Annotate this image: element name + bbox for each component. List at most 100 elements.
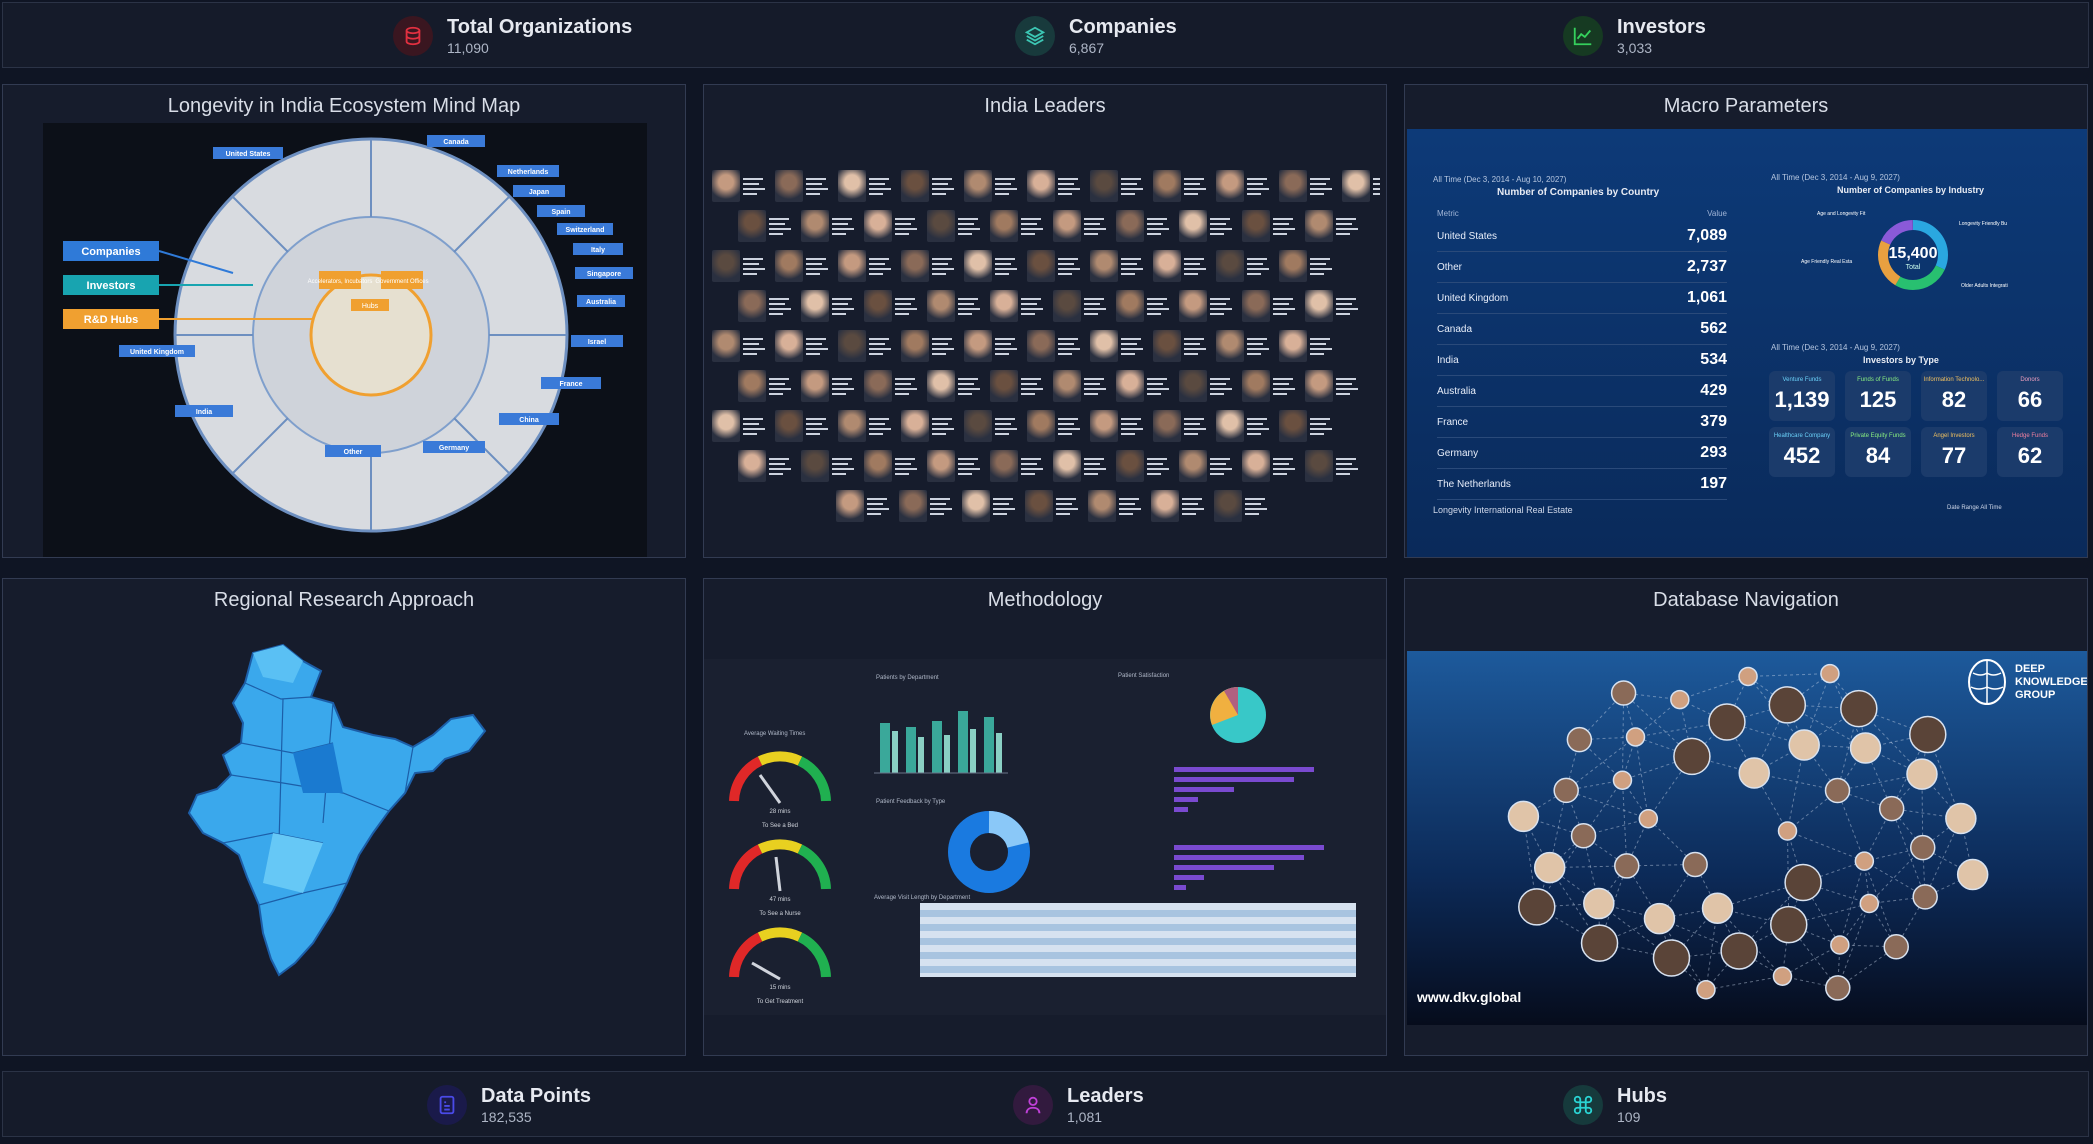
leader-card[interactable] xyxy=(801,369,857,403)
network-person[interactable] xyxy=(1854,851,1875,871)
leader-card[interactable] xyxy=(738,289,794,323)
panel-regional-research[interactable]: Regional Research Approach xyxy=(2,578,686,1056)
investor-tile[interactable]: Hedge Funds 62 xyxy=(1997,427,2063,477)
network-person[interactable] xyxy=(1614,853,1640,879)
leader-card[interactable] xyxy=(990,369,1046,403)
network-person[interactable] xyxy=(1906,758,1938,790)
leader-card[interactable] xyxy=(927,289,983,323)
network-person[interactable] xyxy=(1909,715,1947,754)
stat-leaders[interactable]: Leaders 1,081 xyxy=(1013,1082,1144,1128)
leader-card[interactable] xyxy=(1216,249,1272,283)
leader-card[interactable] xyxy=(990,289,1046,323)
leader-card[interactable] xyxy=(964,409,1020,443)
network-person[interactable] xyxy=(1772,966,1793,986)
network-person[interactable] xyxy=(1670,689,1690,710)
leader-card[interactable] xyxy=(838,169,894,203)
leader-card[interactable] xyxy=(801,209,857,243)
panel-methodology[interactable]: Methodology Average Waiting Times 28 min… xyxy=(703,578,1387,1056)
investor-tile[interactable]: Information Technolo... 82 xyxy=(1921,371,1987,421)
leader-card[interactable] xyxy=(1216,169,1272,203)
network-person[interactable] xyxy=(1566,726,1593,753)
leader-card[interactable] xyxy=(1279,249,1335,283)
network-person[interactable] xyxy=(1738,757,1770,789)
network-person[interactable] xyxy=(1652,939,1691,977)
leader-card[interactable] xyxy=(1153,249,1209,283)
investor-tile[interactable]: Private Equity Funds 84 xyxy=(1845,427,1911,477)
leader-card[interactable] xyxy=(1116,449,1172,483)
leader-card[interactable] xyxy=(864,289,920,323)
leader-card[interactable] xyxy=(712,169,768,203)
leader-card[interactable] xyxy=(775,249,831,283)
leader-card[interactable] xyxy=(1090,409,1146,443)
network-person[interactable] xyxy=(1859,893,1880,914)
leader-card[interactable] xyxy=(738,369,794,403)
leader-card[interactable] xyxy=(927,209,983,243)
leader-card[interactable] xyxy=(1179,369,1235,403)
network-person[interactable] xyxy=(1518,888,1556,926)
investor-tile[interactable]: Healthcare Company 452 xyxy=(1769,427,1835,477)
leader-card[interactable] xyxy=(1088,489,1144,523)
network-person[interactable] xyxy=(1612,770,1633,790)
network-person[interactable] xyxy=(1784,863,1822,902)
leader-card[interactable] xyxy=(1279,329,1335,363)
leader-card[interactable] xyxy=(1242,369,1298,403)
leader-card[interactable] xyxy=(1053,369,1109,403)
leader-card[interactable] xyxy=(901,409,957,443)
date-range-toggle[interactable]: Date Range All Time xyxy=(1947,505,2002,511)
leader-card[interactable] xyxy=(864,449,920,483)
leader-card[interactable] xyxy=(801,449,857,483)
leader-card[interactable] xyxy=(838,329,894,363)
network-person[interactable] xyxy=(1720,932,1758,970)
leader-card[interactable] xyxy=(1242,209,1298,243)
network-person[interactable] xyxy=(1820,663,1840,684)
leader-card[interactable] xyxy=(1027,409,1083,443)
leader-card[interactable] xyxy=(1027,169,1083,203)
website-url[interactable]: www.dkv.global xyxy=(1417,989,1522,1005)
leader-card[interactable] xyxy=(927,449,983,483)
network-person[interactable] xyxy=(1570,823,1597,849)
country-row[interactable]: Germany 293 xyxy=(1437,438,1727,469)
network-person[interactable] xyxy=(1883,934,1909,960)
leader-card[interactable] xyxy=(1242,289,1298,323)
investor-tile[interactable]: Angel Investors 77 xyxy=(1921,427,1987,477)
network-person[interactable] xyxy=(1777,821,1798,841)
leader-card[interactable] xyxy=(1342,169,1380,203)
leader-card[interactable] xyxy=(964,329,1020,363)
network-person[interactable] xyxy=(1673,737,1711,776)
investor-tile[interactable]: Funds of Funds 125 xyxy=(1845,371,1911,421)
leader-card[interactable] xyxy=(1053,209,1109,243)
leader-card[interactable] xyxy=(1279,169,1335,203)
leader-card[interactable] xyxy=(836,489,892,523)
leader-card[interactable] xyxy=(712,409,768,443)
leader-card[interactable] xyxy=(1179,449,1235,483)
leader-card[interactable] xyxy=(1216,329,1272,363)
leader-card[interactable] xyxy=(1305,369,1361,403)
leader-card[interactable] xyxy=(899,489,955,523)
network-person[interactable] xyxy=(1696,980,1716,1000)
leader-card[interactable] xyxy=(1116,209,1172,243)
leader-card[interactable] xyxy=(901,169,957,203)
leader-card[interactable] xyxy=(1216,409,1272,443)
network-person[interactable] xyxy=(1849,732,1882,764)
network-person[interactable] xyxy=(1909,834,1936,861)
leader-card[interactable] xyxy=(990,209,1046,243)
stat-total-organizations[interactable]: Total Organizations 11,090 xyxy=(393,13,632,59)
stat-companies[interactable]: Companies 6,867 xyxy=(1015,13,1177,59)
leader-card[interactable] xyxy=(712,249,768,283)
country-row[interactable]: France 379 xyxy=(1437,407,1727,438)
leader-card[interactable] xyxy=(1151,489,1207,523)
leader-card[interactable] xyxy=(738,209,794,243)
panel-macro-parameters[interactable]: Macro Parameters All Time (Dec 3, 2014 -… xyxy=(1404,84,2088,558)
network-person[interactable] xyxy=(1840,689,1878,728)
leader-card[interactable] xyxy=(901,329,957,363)
country-row[interactable]: Australia 429 xyxy=(1437,376,1727,407)
network-person[interactable] xyxy=(1770,905,1808,944)
network-person[interactable] xyxy=(1638,808,1659,829)
leader-card[interactable] xyxy=(1279,409,1335,443)
leader-card[interactable] xyxy=(990,449,1046,483)
country-row[interactable]: Other 2,737 xyxy=(1437,252,1727,283)
leader-card[interactable] xyxy=(1116,369,1172,403)
stat-data-points[interactable]: Data Points 182,535 xyxy=(427,1082,591,1128)
network-person[interactable] xyxy=(1625,727,1646,747)
network-person[interactable] xyxy=(1768,686,1807,724)
